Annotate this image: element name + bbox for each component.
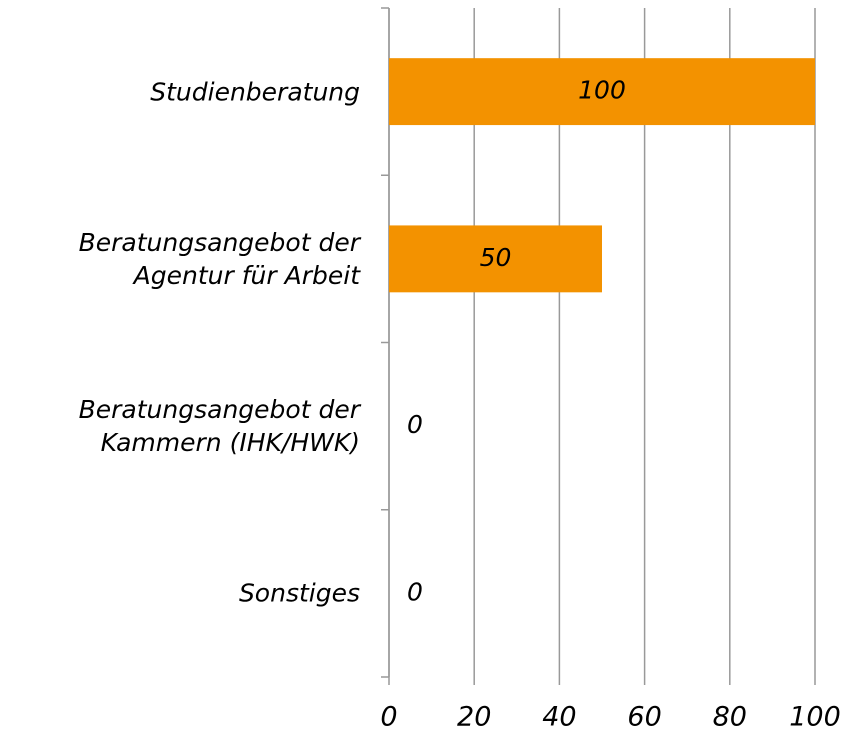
x-tick-label: 100 (789, 702, 841, 730)
bar (389, 225, 602, 293)
x-tick-label: 0 (380, 702, 397, 730)
x-tick-label: 60 (627, 702, 661, 730)
y-tick-label: Sonstiges (238, 578, 360, 608)
x-tick-label: 80 (713, 702, 747, 730)
y-tick-label: Beratungsangebot der Kammern (IHK/HWK) (78, 395, 360, 458)
y-tick-label: Studienberatung (150, 77, 360, 107)
bar (389, 58, 815, 126)
x-tick-label: 40 (542, 702, 576, 730)
value-label: 100 (578, 76, 626, 105)
value-label: 50 (480, 243, 512, 272)
value-label: 0 (407, 577, 423, 606)
x-tick-label: 20 (457, 702, 491, 730)
value-label: 0 (407, 410, 423, 439)
y-tick-label: Beratungsangebot der Agentur für Arbeit (78, 227, 360, 290)
